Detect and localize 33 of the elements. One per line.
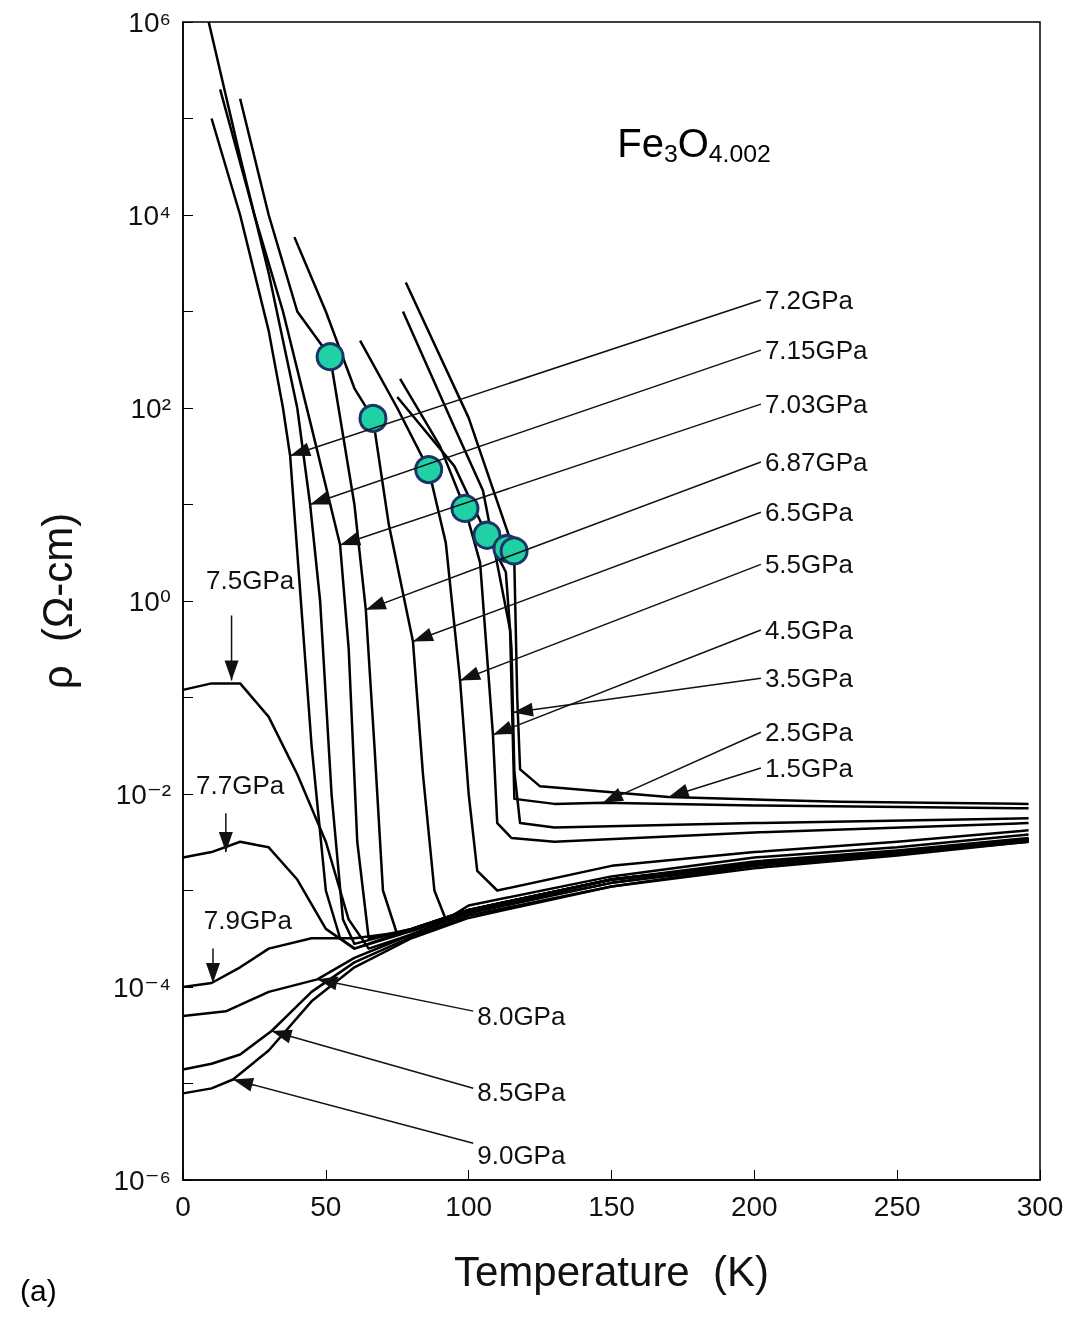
annotation: 7.5GPa: [206, 564, 295, 595]
annotation: 7.03GPa: [764, 389, 869, 420]
x-tick-label: 250: [873, 1190, 921, 1222]
y-tick-label: 10⁻⁴: [113, 971, 171, 1003]
y-tick-label: 10⁻²: [115, 778, 171, 810]
annotation: 8.5GPa: [477, 1077, 566, 1108]
y-tick-label: 10⁰: [128, 585, 171, 617]
x-tick-label: 0: [175, 1190, 191, 1222]
text: (a): [20, 1273, 57, 1307]
annotation: 1.5GPa: [764, 752, 854, 783]
annotation: 8.0GPa: [477, 1000, 566, 1031]
annotation: 7.15GPa: [764, 335, 869, 366]
x-tick-label: 50: [310, 1190, 342, 1222]
annotation: 7.9GPa: [203, 905, 293, 936]
annotation: 6.87GPa: [764, 447, 869, 478]
x-tick-label: 100: [445, 1190, 493, 1222]
x-tick-label: 300: [1016, 1190, 1064, 1222]
annotation: 5.5GPa: [764, 549, 854, 580]
y-tick-label: 10⁻⁶: [113, 1164, 171, 1196]
annotation: 7.7GPa: [196, 770, 285, 801]
annotation: 3.5GPa: [764, 663, 854, 694]
x-tick-label: 200: [730, 1190, 778, 1222]
annotation: 4.5GPa: [764, 614, 854, 645]
annotation: 2.5GPa: [764, 717, 854, 748]
y-axis-title: ρ (Ω-cm): [33, 512, 81, 690]
y-tick-label: 10⁴: [127, 199, 171, 231]
annotation: 9.0GPa: [477, 1139, 566, 1170]
x-tick-label: 150: [588, 1190, 635, 1222]
y-tick-label: 10²: [130, 392, 171, 424]
x-axis-title: Temperature (K): [453, 1247, 770, 1295]
annotation: 7.2GPa: [764, 284, 854, 315]
y-tick-label: 10⁶: [128, 6, 171, 38]
annotation: 6.5GPa: [764, 497, 854, 528]
